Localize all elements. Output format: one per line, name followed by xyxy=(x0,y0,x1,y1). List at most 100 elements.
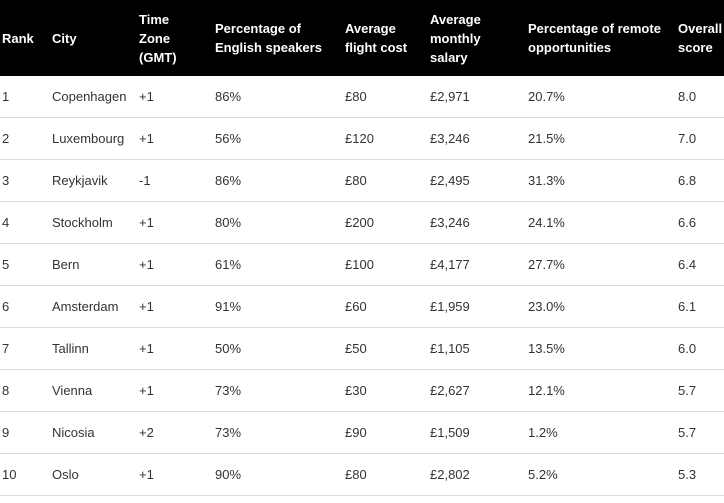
table-cell: 13.5% xyxy=(526,327,676,370)
table-cell: 6 xyxy=(0,285,50,328)
table-cell: 3 xyxy=(0,159,50,202)
table-cell: £2,627 xyxy=(428,369,526,412)
table-cell: 1.2% xyxy=(526,411,676,454)
table-cell: £80 xyxy=(343,76,428,118)
table-cell: 5.2% xyxy=(526,453,676,496)
table-cell: +1 xyxy=(137,285,213,328)
table-cell: Vienna xyxy=(50,369,137,412)
column-header: City xyxy=(50,0,137,76)
table-header-row: Rank City Time Zone (GMT) Percentage of Eng… xyxy=(0,0,724,76)
column-header: Average monthly salary xyxy=(428,0,526,76)
table-cell: £60 xyxy=(343,285,428,328)
table-row: 5 Bern +1 61% £100 £4,177 27.7% 6.4 xyxy=(0,243,724,286)
table-row: 8 Vienna +1 73% £30 £2,627 12.1% 5.7 xyxy=(0,369,724,412)
table-cell: 31.3% xyxy=(526,159,676,202)
table-cell: 6.0 xyxy=(676,327,724,370)
table-cell: 9 xyxy=(0,411,50,454)
column-header: Average flight cost xyxy=(343,0,428,76)
table-cell: 27.7% xyxy=(526,243,676,286)
table-cell: 90% xyxy=(213,453,343,496)
table-cell: 6.8 xyxy=(676,159,724,202)
table-cell: 7 xyxy=(0,327,50,370)
table-cell: 61% xyxy=(213,243,343,286)
table-row: 10 Oslo +1 90% £80 £2,802 5.2% 5.3 xyxy=(0,453,724,496)
table-cell: 5 xyxy=(0,243,50,286)
table-cell: +1 xyxy=(137,369,213,412)
table-cell: Bern xyxy=(50,243,137,286)
column-header: Overall score xyxy=(676,0,724,76)
table-cell: +2 xyxy=(137,411,213,454)
table-cell: £1,959 xyxy=(428,285,526,328)
table-cell: 91% xyxy=(213,285,343,328)
column-header: Time Zone (GMT) xyxy=(137,0,213,76)
table-row: 3 Reykjavik -1 86% £80 £2,495 31.3% 6.8 xyxy=(0,159,724,202)
table-cell: 6.6 xyxy=(676,201,724,244)
table-cell: 2 xyxy=(0,117,50,160)
table-cell: £30 xyxy=(343,369,428,412)
table-cell: 50% xyxy=(213,327,343,370)
table-cell: 73% xyxy=(213,369,343,412)
table-cell: 6.1 xyxy=(676,285,724,328)
table-cell: 5.3 xyxy=(676,453,724,496)
table-cell: £2,495 xyxy=(428,159,526,202)
table-cell: £80 xyxy=(343,159,428,202)
table-cell: Amsterdam xyxy=(50,285,137,328)
table-cell: 8.0 xyxy=(676,76,724,118)
table-cell: +1 xyxy=(137,201,213,244)
table-cell: £1,509 xyxy=(428,411,526,454)
table-cell: 80% xyxy=(213,201,343,244)
table-cell: 7.0 xyxy=(676,117,724,160)
table-cell: 21.5% xyxy=(526,117,676,160)
table-cell: Luxembourg xyxy=(50,117,137,160)
table-cell: £100 xyxy=(343,243,428,286)
table-cell: £3,246 xyxy=(428,201,526,244)
table-cell: £50 xyxy=(343,327,428,370)
table-cell: 73% xyxy=(213,411,343,454)
table-cell: 56% xyxy=(213,117,343,160)
table-cell: 5.7 xyxy=(676,411,724,454)
table-row: 2 Luxembourg +1 56% £120 £3,246 21.5% 7.0 xyxy=(0,117,724,160)
column-header: Percentage of English speakers xyxy=(213,0,343,76)
table-row: 1 Copenhagen +1 86% £80 £2,971 20.7% 8.0 xyxy=(0,76,724,118)
table-cell: £200 xyxy=(343,201,428,244)
table-cell: £80 xyxy=(343,453,428,496)
table-cell: Copenhagen xyxy=(50,76,137,118)
table-cell: +1 xyxy=(137,243,213,286)
table-cell: +1 xyxy=(137,327,213,370)
table-cell: Reykjavik xyxy=(50,159,137,202)
column-header: Percentage of remote opportunities xyxy=(526,0,676,76)
table-cell: Stockholm xyxy=(50,201,137,244)
table-cell: +1 xyxy=(137,76,213,118)
table-cell: 10 xyxy=(0,453,50,496)
table-cell: £2,802 xyxy=(428,453,526,496)
table-cell: -1 xyxy=(137,159,213,202)
table-row: 9 Nicosia +2 73% £90 £1,509 1.2% 5.7 xyxy=(0,411,724,454)
table-row: 7 Tallinn +1 50% £50 £1,105 13.5% 6.0 xyxy=(0,327,724,370)
table-cell: 6.4 xyxy=(676,243,724,286)
table-cell: 5.7 xyxy=(676,369,724,412)
table-cell: 4 xyxy=(0,201,50,244)
table-cell: 12.1% xyxy=(526,369,676,412)
table-cell: £4,177 xyxy=(428,243,526,286)
table-cell: £90 xyxy=(343,411,428,454)
table-cell: 23.0% xyxy=(526,285,676,328)
table-cell: 86% xyxy=(213,76,343,118)
table-cell: Nicosia xyxy=(50,411,137,454)
table-cell: £2,971 xyxy=(428,76,526,118)
table-cell: £1,105 xyxy=(428,327,526,370)
table-header: Rank City Time Zone (GMT) Percentage of Eng… xyxy=(0,0,724,76)
table-row: 6 Amsterdam +1 91% £60 £1,959 23.0% 6.1 xyxy=(0,285,724,328)
table-cell: 86% xyxy=(213,159,343,202)
table-cell: +1 xyxy=(137,117,213,160)
table-row: 4 Stockholm +1 80% £200 £3,246 24.1% 6.6 xyxy=(0,201,724,244)
table-cell: 8 xyxy=(0,369,50,412)
table-cell: 24.1% xyxy=(526,201,676,244)
table-cell: £120 xyxy=(343,117,428,160)
table-cell: 1 xyxy=(0,76,50,118)
table-cell: +1 xyxy=(137,453,213,496)
table-cell: £3,246 xyxy=(428,117,526,160)
table-body: 1 Copenhagen +1 86% £80 £2,971 20.7% 8.0 2 Luxemb… xyxy=(0,76,724,496)
table-cell: Tallinn xyxy=(50,327,137,370)
